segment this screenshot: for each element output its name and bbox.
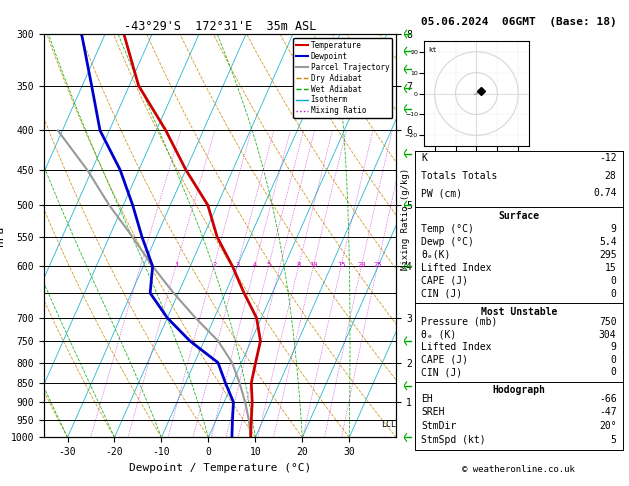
Text: 0: 0	[611, 367, 616, 377]
Text: 0: 0	[611, 355, 616, 364]
Text: -47: -47	[599, 407, 616, 417]
Text: θₑ(K): θₑ(K)	[421, 250, 451, 260]
Text: Pressure (mb): Pressure (mb)	[421, 317, 498, 327]
Text: CIN (J): CIN (J)	[421, 367, 462, 377]
Text: 25: 25	[374, 262, 382, 268]
Text: Hodograph: Hodograph	[493, 385, 545, 395]
Text: 28: 28	[604, 171, 616, 181]
Text: θₑ (K): θₑ (K)	[421, 330, 457, 340]
Text: Lifted Index: Lifted Index	[421, 342, 492, 352]
Text: CAPE (J): CAPE (J)	[421, 276, 469, 286]
Text: -66: -66	[599, 394, 616, 404]
Text: CIN (J): CIN (J)	[421, 289, 462, 299]
Text: 8: 8	[297, 262, 301, 268]
Text: 0: 0	[611, 276, 616, 286]
Text: -12: -12	[599, 154, 616, 163]
Text: SREH: SREH	[421, 407, 445, 417]
Text: © weatheronline.co.uk: © weatheronline.co.uk	[462, 465, 576, 474]
Text: 1: 1	[174, 262, 178, 268]
Text: 15: 15	[604, 263, 616, 273]
Text: Most Unstable: Most Unstable	[481, 307, 557, 317]
Text: Lifted Index: Lifted Index	[421, 263, 492, 273]
Text: LCL: LCL	[381, 420, 396, 429]
Text: 5: 5	[267, 262, 271, 268]
Text: 5.4: 5.4	[599, 237, 616, 247]
Text: EH: EH	[421, 394, 433, 404]
Text: 9: 9	[611, 224, 616, 234]
Text: CAPE (J): CAPE (J)	[421, 355, 469, 364]
Text: 15: 15	[337, 262, 345, 268]
Text: StmDir: StmDir	[421, 421, 457, 431]
Title: -43°29'S  172°31'E  35m ASL: -43°29'S 172°31'E 35m ASL	[124, 20, 316, 33]
Text: Totals Totals: Totals Totals	[421, 171, 498, 181]
Text: 3: 3	[236, 262, 240, 268]
Text: Temp (°C): Temp (°C)	[421, 224, 474, 234]
Text: 10: 10	[309, 262, 318, 268]
Text: 295: 295	[599, 250, 616, 260]
Text: 2: 2	[212, 262, 216, 268]
Text: 20: 20	[357, 262, 366, 268]
Text: 0.74: 0.74	[593, 188, 616, 198]
Text: 05.06.2024  06GMT  (Base: 18): 05.06.2024 06GMT (Base: 18)	[421, 17, 617, 27]
Text: kt: kt	[428, 47, 437, 53]
Text: 20°: 20°	[599, 421, 616, 431]
Y-axis label: km
ASL: km ASL	[417, 225, 435, 246]
Legend: Temperature, Dewpoint, Parcel Trajectory, Dry Adiabat, Wet Adiabat, Isotherm, Mi: Temperature, Dewpoint, Parcel Trajectory…	[293, 38, 392, 119]
Text: 4: 4	[253, 262, 257, 268]
Text: Mixing Ratio (g/kg): Mixing Ratio (g/kg)	[401, 168, 410, 270]
Y-axis label: hPa: hPa	[0, 226, 5, 246]
X-axis label: Dewpoint / Temperature (°C): Dewpoint / Temperature (°C)	[129, 463, 311, 473]
Text: K: K	[421, 154, 427, 163]
Text: 750: 750	[599, 317, 616, 327]
Text: Surface: Surface	[498, 211, 540, 222]
Text: 9: 9	[611, 342, 616, 352]
Text: 5: 5	[611, 434, 616, 445]
Text: StmSpd (kt): StmSpd (kt)	[421, 434, 486, 445]
Text: PW (cm): PW (cm)	[421, 188, 462, 198]
Text: 304: 304	[599, 330, 616, 340]
Text: Dewp (°C): Dewp (°C)	[421, 237, 474, 247]
Text: 0: 0	[611, 289, 616, 299]
